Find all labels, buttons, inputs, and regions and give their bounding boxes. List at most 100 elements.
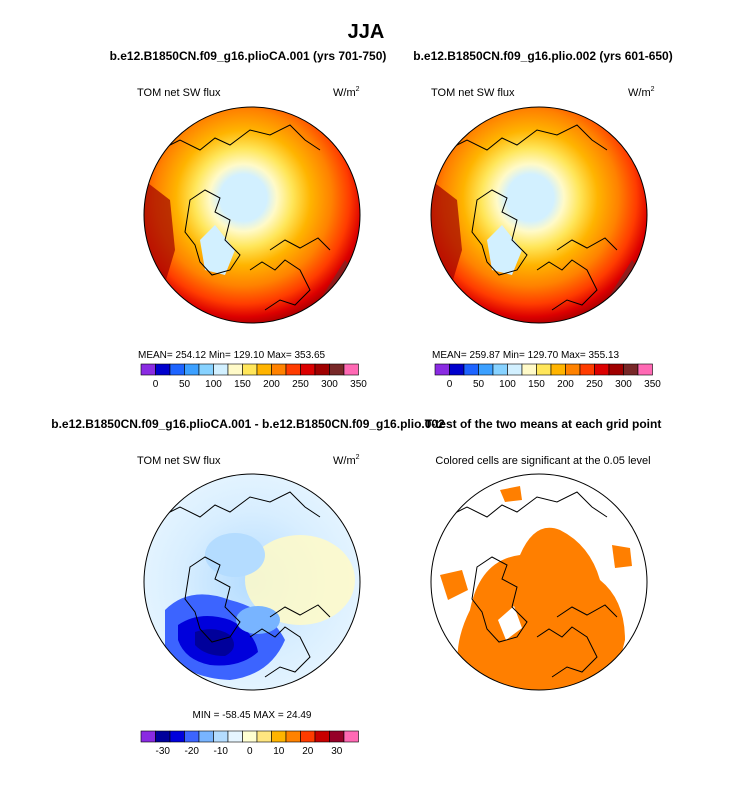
panel-b-map-border — [430, 106, 648, 324]
colorbar-swatch — [579, 363, 595, 376]
panel-a-units-exp: 2 — [356, 86, 360, 93]
panel-a: b.e12.B1850CN.f09_g16.plioCA.001 (yrs 70… — [110, 49, 387, 390]
colorbar-swatch — [285, 363, 301, 376]
panel-a-units: W/m2 — [333, 86, 360, 99]
colorbar-swatch — [463, 363, 479, 376]
colorbar-swatch — [550, 363, 566, 376]
panel-c-units: W/m2 — [333, 454, 360, 467]
colorbar-swatch — [169, 363, 185, 376]
colorbar-tick-label: 0 — [447, 379, 453, 390]
colorbar-swatch — [242, 730, 258, 743]
colorbar-swatch — [329, 363, 345, 376]
colorbar-swatch — [314, 363, 330, 376]
panel-a-units-base: W/m — [333, 87, 356, 99]
colorbar-swatch — [314, 730, 330, 743]
colorbar-swatch — [478, 363, 494, 376]
panel-b-units-base: W/m — [628, 87, 651, 99]
panel-c-stats: MIN = -58.45 MAX = 24.49 — [193, 710, 312, 721]
colorbar-tick-label: 250 — [586, 379, 603, 390]
colorbar-tick-label: 0 — [247, 746, 253, 757]
colorbar-tick-label: 350 — [350, 379, 367, 390]
panel-a-variable-label: TOM net SW flux — [137, 87, 221, 99]
colorbar-tick-label: 150 — [528, 379, 545, 390]
panel-b-colorbar: 0 50 100 150 200 250 300 350 — [434, 363, 661, 390]
colorbar-tick-label: -30 — [156, 746, 171, 757]
panel-c-variable-label: TOM net SW flux — [137, 455, 221, 467]
colorbar-tick-label: 50 — [473, 379, 485, 390]
colorbar-tick-label: 0 — [153, 379, 159, 390]
figure-title: JJA — [348, 21, 385, 43]
panel-b-units: W/m2 — [628, 86, 655, 99]
panel-d: T-test of the two means at each grid poi… — [425, 417, 661, 691]
panel-a-title: b.e12.B1850CN.f09_g16.plioCA.001 (yrs 70… — [110, 49, 387, 63]
colorbar-tick-label: 10 — [273, 746, 285, 757]
colorbar-swatch — [227, 363, 243, 376]
colorbar-swatch — [198, 363, 214, 376]
colorbar-swatch — [565, 363, 581, 376]
colorbar-swatch — [155, 363, 171, 376]
panel-a-colorbar: 0 50 100 150 200 250 300 350 — [140, 363, 367, 390]
colorbar-swatch — [285, 730, 301, 743]
colorbar-swatch — [169, 730, 185, 743]
panel-d-coastlines — [446, 491, 618, 678]
colorbar-swatch — [608, 363, 624, 376]
colorbar-swatch — [213, 363, 229, 376]
colorbar-tick-label: 300 — [615, 379, 632, 390]
panel-b-stats: MEAN= 259.87 Min= 129.70 Max= 355.13 — [432, 350, 620, 361]
colorbar-swatch — [507, 363, 523, 376]
colorbar-tick-label: 50 — [179, 379, 191, 390]
colorbar-swatch — [184, 363, 200, 376]
colorbar-swatch — [140, 730, 156, 743]
colorbar-swatch — [329, 730, 345, 743]
colorbar-tick-label: 300 — [321, 379, 338, 390]
colorbar-swatch — [492, 363, 508, 376]
panel-a-coastlines — [159, 124, 331, 311]
colorbar-swatch — [242, 363, 258, 376]
colorbar-swatch — [300, 363, 316, 376]
colorbar-swatch — [594, 363, 610, 376]
colorbar-swatch — [213, 730, 229, 743]
colorbar-tick-label: 250 — [292, 379, 309, 390]
panel-c-units-exp: 2 — [356, 454, 360, 461]
panel-a-map — [144, 107, 360, 323]
panel-c-colorbar: -30 -20 -10 0 10 20 30 — [140, 730, 359, 757]
panel-d-subtitle: Colored cells are significant at the 0.0… — [435, 455, 650, 467]
colorbar-tick-label: 20 — [302, 746, 314, 757]
panel-b-coastlines — [446, 124, 618, 311]
panel-c: b.e12.B1850CN.f09_g16.plioCA.001 - b.e12… — [51, 417, 445, 757]
colorbar-swatch — [536, 363, 552, 376]
colorbar-swatch — [198, 730, 214, 743]
panel-a-stats: MEAN= 254.12 Min= 129.10 Max= 353.65 — [138, 350, 326, 361]
panel-b-variable-label: TOM net SW flux — [431, 87, 515, 99]
colorbar-tick-label: 30 — [331, 746, 343, 757]
panel-b-map — [431, 107, 647, 323]
colorbar-tick-label: 200 — [263, 379, 280, 390]
colorbar-tick-label: 100 — [499, 379, 516, 390]
colorbar-swatch — [184, 730, 200, 743]
colorbar-tick-label: 100 — [205, 379, 222, 390]
panel-d-significant-region — [457, 527, 625, 690]
colorbar-swatch — [271, 363, 287, 376]
panel-c-coastlines — [159, 491, 331, 678]
panel-d-map — [431, 474, 647, 690]
panel-c-map-border — [143, 473, 361, 691]
colorbar-swatch — [449, 363, 465, 376]
colorbar-swatch — [343, 730, 359, 743]
panel-a-map-border — [143, 106, 361, 324]
panel-b-title: b.e12.B1850CN.f09_g16.plio.002 (yrs 601-… — [413, 49, 672, 63]
colorbar-swatch — [434, 363, 450, 376]
colorbar-swatch — [271, 730, 287, 743]
colorbar-tick-label: -10 — [214, 746, 229, 757]
colorbar-tick-label: 200 — [557, 379, 574, 390]
colorbar-swatch — [140, 363, 156, 376]
colorbar-swatch — [521, 363, 537, 376]
colorbar-swatch — [637, 363, 653, 376]
panel-c-units-base: W/m — [333, 455, 356, 467]
colorbar-swatch — [623, 363, 639, 376]
colorbar-swatch — [300, 730, 316, 743]
colorbar-tick-label: 350 — [644, 379, 661, 390]
colorbar-swatch — [155, 730, 171, 743]
panel-c-map — [144, 474, 360, 690]
colorbar-swatch — [343, 363, 359, 376]
